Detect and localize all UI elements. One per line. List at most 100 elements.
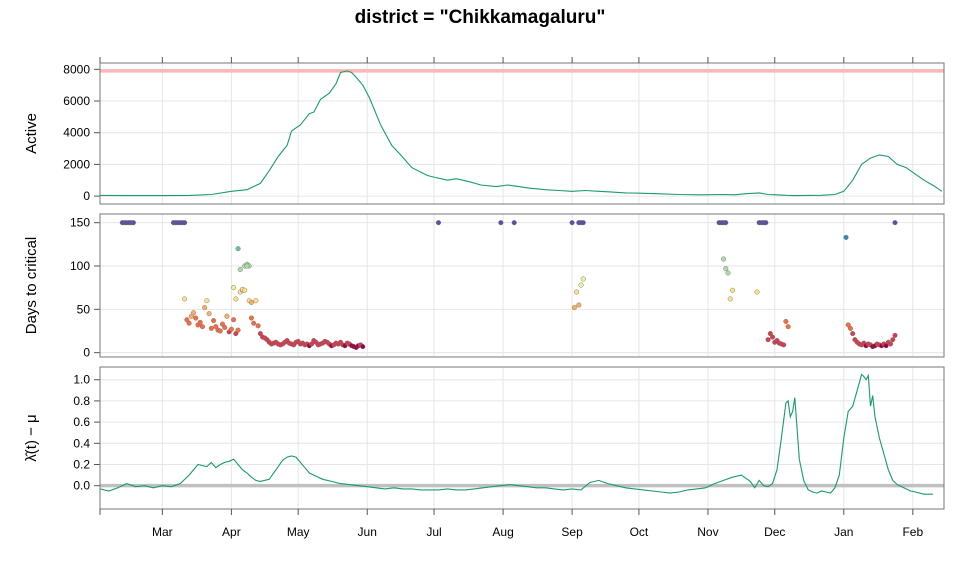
y-tick-label: 0.4 <box>73 436 90 450</box>
y-tick-label: 1.0 <box>73 373 90 387</box>
data-point <box>244 263 250 269</box>
data-point <box>309 341 315 347</box>
data-point <box>199 324 205 330</box>
y-tick-label: 8000 <box>63 62 90 76</box>
x-axis-top <box>99 57 914 63</box>
data-point <box>251 320 257 326</box>
data-point <box>721 256 727 262</box>
data-point <box>248 315 254 321</box>
data-point <box>202 305 208 311</box>
x-tick-label: Apr <box>222 525 241 539</box>
data-point <box>219 321 225 327</box>
data-point <box>498 220 504 226</box>
panel-border <box>99 62 945 205</box>
y-tick-label: 0.0 <box>73 479 90 493</box>
data-point <box>770 334 776 340</box>
data-point <box>783 318 789 324</box>
data-point <box>197 319 203 325</box>
data-point <box>206 311 212 317</box>
x-tick-label: Jan <box>834 525 853 539</box>
data-point <box>892 332 898 338</box>
data-point <box>255 323 261 329</box>
y-tick-label: 0.6 <box>73 415 90 429</box>
data-point <box>765 337 771 343</box>
y-tick-label: 0 <box>83 346 90 360</box>
data-point <box>511 220 517 226</box>
data-point <box>723 266 729 272</box>
data-point <box>892 220 898 226</box>
data-point <box>360 344 366 350</box>
data-point <box>228 326 234 332</box>
panel-days-to-critical: 0 50 100 150 Days to critical <box>23 213 945 360</box>
x-tick-label: Jul <box>426 525 441 539</box>
data-point <box>725 270 731 276</box>
data-point <box>785 324 791 330</box>
y-tick-label: 150 <box>70 216 90 230</box>
data-point <box>248 299 254 305</box>
x-tick-label: Sep <box>561 525 583 539</box>
x-tick-label: May <box>287 525 310 539</box>
data-point <box>578 282 584 288</box>
y-axis-label: λ̂(t) − μ <box>23 414 40 461</box>
data-point <box>237 266 243 272</box>
data-point <box>233 331 239 337</box>
x-tick-label: Jun <box>358 525 377 539</box>
data-point <box>235 327 241 333</box>
y-tick-label: 100 <box>70 259 90 273</box>
data-point <box>224 313 230 319</box>
data-point <box>576 302 582 308</box>
data-point <box>781 342 787 348</box>
data-point <box>191 310 197 316</box>
panel-border <box>99 213 945 358</box>
data-point <box>845 322 851 328</box>
x-tick-label: Oct <box>630 525 649 539</box>
data-point <box>843 234 849 240</box>
y-tick-label: 0.2 <box>73 457 90 471</box>
panel-border <box>99 366 945 510</box>
data-point <box>231 317 237 323</box>
x-tick-label: Mar <box>152 525 173 539</box>
data-point <box>231 285 237 291</box>
data-point <box>184 317 190 323</box>
y-tick-label: 0 <box>83 189 90 203</box>
data-point <box>213 324 219 330</box>
x-tick-label: Aug <box>492 525 513 539</box>
x-tick-label: Feb <box>902 525 923 539</box>
data-point <box>130 220 136 226</box>
y-tick-label: 50 <box>77 302 91 316</box>
data-point <box>211 318 217 324</box>
y-tick-label: 2000 <box>63 157 90 171</box>
data-point <box>182 220 188 226</box>
y-tick-label: 0.8 <box>73 394 90 408</box>
data-point <box>723 220 729 226</box>
data-point <box>580 276 586 282</box>
data-point <box>890 337 896 343</box>
data-point <box>754 289 760 295</box>
data-point <box>727 296 733 302</box>
data-point <box>182 296 188 302</box>
y-axis-label: Days to critical <box>23 237 40 335</box>
data-point <box>580 220 586 226</box>
data-point <box>217 328 223 334</box>
data-point <box>253 298 259 304</box>
data-point <box>571 305 577 311</box>
data-point <box>435 220 441 226</box>
data-point <box>257 331 263 337</box>
data-point <box>847 325 853 331</box>
chart-title: district = "Chikkamagaluru" <box>355 7 606 28</box>
data-point <box>222 325 228 331</box>
data-point <box>888 341 894 347</box>
data-point <box>186 320 192 326</box>
data-point <box>208 325 214 331</box>
x-tick-label: Dec <box>764 525 785 539</box>
data-point <box>204 298 210 304</box>
x-axis-bottom: Mar Apr May Jun Jul Aug Sep Oct Nov Dec Jan Feb <box>99 509 923 539</box>
data-point <box>729 287 735 293</box>
data-point <box>193 315 199 321</box>
y-tick-label: 4000 <box>63 126 90 140</box>
data-point <box>569 220 575 226</box>
series-line <box>99 373 933 495</box>
data-point <box>767 331 773 337</box>
panel-growth-rate: 0.0 0.2 0.4 0.6 0.8 1.0 λ̂(t) − μ <box>23 366 945 510</box>
